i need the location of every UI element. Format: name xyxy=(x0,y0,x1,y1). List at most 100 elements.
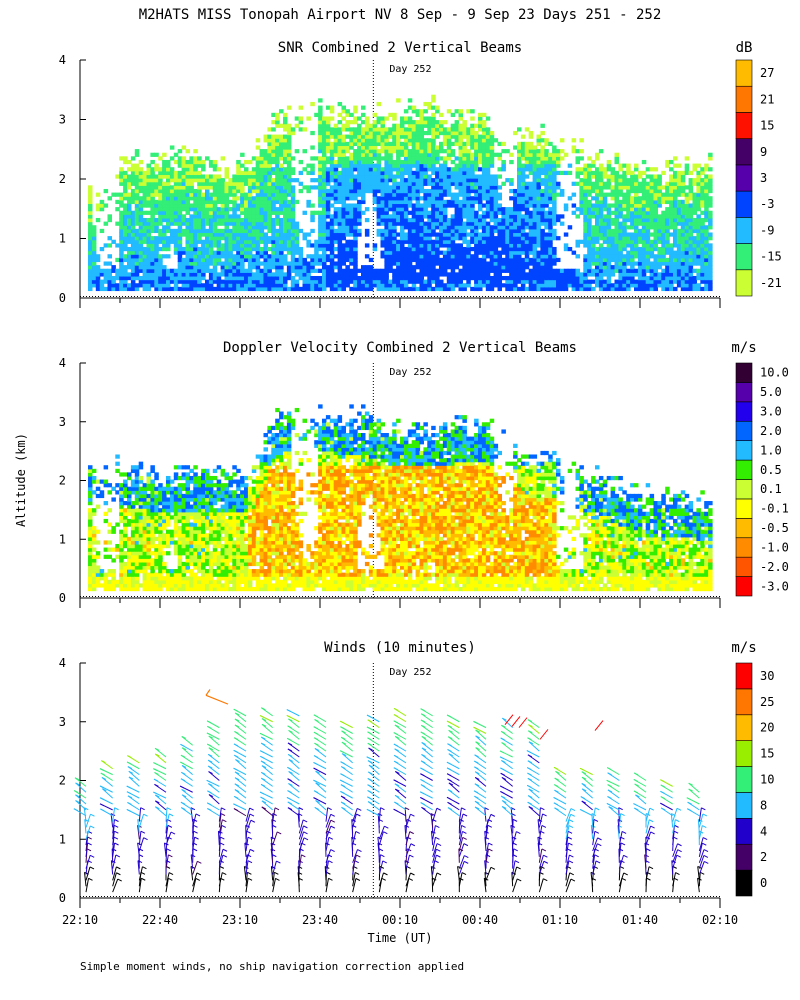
heatmap-cell xyxy=(271,167,276,172)
heatmap-cell xyxy=(244,236,249,241)
heatmap-cell xyxy=(513,243,518,248)
heatmap-cell xyxy=(481,188,487,194)
heatmap-cell xyxy=(193,159,198,165)
heatmap-cell xyxy=(411,207,417,212)
heatmap-cell xyxy=(587,261,592,266)
heatmap-cell xyxy=(481,185,487,190)
heatmap-cell xyxy=(189,257,194,263)
heatmap-cell xyxy=(333,239,339,244)
heatmap-cell xyxy=(458,268,463,273)
heatmap-cell xyxy=(255,159,261,165)
heatmap-cell xyxy=(169,207,175,212)
heatmap-cell xyxy=(474,221,479,226)
heatmap-cell xyxy=(142,239,148,244)
heatmap-cell xyxy=(497,217,502,223)
heatmap-cell xyxy=(119,279,124,284)
heatmap-cell xyxy=(154,167,159,172)
heatmap-cell xyxy=(158,181,163,186)
heatmap-cell xyxy=(232,225,237,230)
heatmap-cell xyxy=(263,170,268,176)
heatmap-cell xyxy=(614,265,619,270)
heatmap-cell xyxy=(325,141,331,147)
heatmap-cell xyxy=(602,225,608,230)
heatmap-cell xyxy=(540,210,545,215)
heatmap-cell xyxy=(357,159,362,165)
heatmap-cell xyxy=(208,261,214,266)
heatmap-cell xyxy=(185,286,190,292)
heatmap-cell xyxy=(224,246,229,252)
heatmap-cell xyxy=(130,265,136,270)
heatmap-cell xyxy=(528,163,534,168)
heatmap-cell xyxy=(622,275,627,281)
heatmap-cell xyxy=(345,123,350,128)
heatmap-cell xyxy=(185,210,190,215)
heatmap-cell xyxy=(645,199,651,205)
heatmap-cell xyxy=(368,286,374,292)
heatmap-cell xyxy=(653,188,658,194)
heatmap-cell xyxy=(205,185,210,190)
heatmap-cell xyxy=(634,246,639,252)
heatmap-cell xyxy=(388,141,393,147)
heatmap-cell xyxy=(532,149,538,154)
heatmap-cell xyxy=(220,246,226,252)
heatmap-cell xyxy=(384,207,389,212)
heatmap-cell xyxy=(606,192,612,197)
heatmap-cell xyxy=(548,254,553,259)
heatmap-cell xyxy=(634,214,639,219)
heatmap-cell xyxy=(169,268,175,273)
heatmap-cell xyxy=(602,199,608,205)
heatmap-cell xyxy=(466,221,471,226)
heatmap-cell xyxy=(556,185,561,190)
heatmap-cell xyxy=(201,232,206,237)
heatmap-cell xyxy=(158,188,163,194)
heatmap-cell xyxy=(341,145,346,150)
heatmap-cell xyxy=(279,250,284,255)
heatmap-cell xyxy=(454,232,460,237)
heatmap-cell xyxy=(602,181,608,186)
heatmap-cell xyxy=(489,134,495,139)
heatmap-cell xyxy=(212,232,218,237)
heatmap-cell xyxy=(598,199,604,205)
heatmap-cell xyxy=(384,221,389,226)
heatmap-cell xyxy=(357,188,362,194)
heatmap-cell xyxy=(271,112,276,118)
heatmap-cell xyxy=(532,236,538,241)
heatmap-cell xyxy=(579,286,584,292)
heatmap-cell xyxy=(193,199,198,205)
heatmap-cell xyxy=(626,254,631,259)
heatmap-cell xyxy=(185,192,190,197)
heatmap-cell xyxy=(130,250,136,255)
heatmap-cell xyxy=(618,268,623,273)
heatmap-cell xyxy=(544,159,549,165)
heatmap-cell xyxy=(489,254,495,259)
heatmap-cell xyxy=(337,170,343,176)
heatmap-cell xyxy=(240,261,245,266)
heatmap-cell xyxy=(403,149,409,154)
heatmap-cell xyxy=(166,217,171,223)
heatmap-cell xyxy=(415,196,421,201)
heatmap-cell xyxy=(587,181,592,186)
heatmap-cell xyxy=(376,214,382,219)
heatmap-cell xyxy=(142,246,148,252)
heatmap-cell xyxy=(185,167,190,172)
heatmap-cell xyxy=(173,159,179,165)
heatmap-cell xyxy=(411,141,417,147)
heatmap-cell xyxy=(595,210,600,215)
heatmap-cell xyxy=(462,214,467,219)
heatmap-cell xyxy=(458,217,463,223)
heatmap-cell xyxy=(263,221,268,226)
heatmap-cell xyxy=(481,283,487,288)
heatmap-cell xyxy=(232,254,237,259)
heatmap-cell xyxy=(255,232,261,237)
heatmap-cell xyxy=(485,141,491,147)
heatmap-cell xyxy=(501,257,506,263)
heatmap-cell xyxy=(442,192,448,197)
heatmap-cell xyxy=(513,254,518,259)
heatmap-cell xyxy=(244,250,249,255)
heatmap-cell xyxy=(318,243,323,248)
heatmap-cell xyxy=(626,181,631,186)
heatmap-cell xyxy=(400,159,405,165)
heatmap-cell xyxy=(435,192,440,197)
heatmap-cell xyxy=(263,272,268,277)
heatmap-cell xyxy=(88,214,93,219)
